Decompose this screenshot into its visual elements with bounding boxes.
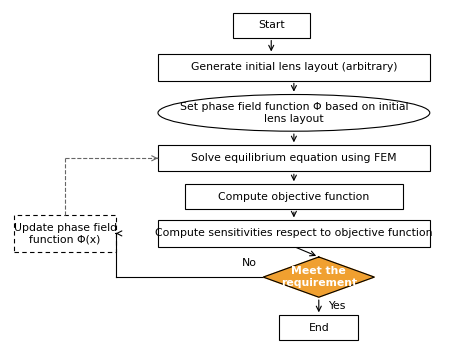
FancyBboxPatch shape [185, 184, 402, 209]
FancyBboxPatch shape [14, 215, 116, 252]
Text: End: End [309, 323, 329, 333]
Text: Set phase field function Φ based on initial
lens layout: Set phase field function Φ based on init… [180, 102, 408, 124]
FancyBboxPatch shape [158, 220, 430, 246]
FancyBboxPatch shape [158, 145, 430, 171]
Text: Generate initial lens layout (arbitrary): Generate initial lens layout (arbitrary) [190, 62, 397, 72]
Text: Start: Start [258, 21, 285, 31]
FancyBboxPatch shape [279, 315, 358, 340]
Text: Solve equilibrium equation using FEM: Solve equilibrium equation using FEM [191, 153, 397, 163]
Text: Meet the
requirement: Meet the requirement [281, 266, 357, 288]
Text: Update phase field
function Φ(x): Update phase field function Φ(x) [14, 223, 117, 244]
Text: Yes: Yes [328, 301, 345, 311]
Polygon shape [263, 257, 374, 297]
Ellipse shape [158, 94, 430, 131]
Text: No: No [242, 258, 257, 268]
FancyBboxPatch shape [158, 54, 430, 81]
Text: Compute objective function: Compute objective function [218, 192, 370, 202]
FancyBboxPatch shape [233, 13, 310, 38]
Text: Compute sensitivities respect to objective function: Compute sensitivities respect to objecti… [155, 228, 432, 239]
